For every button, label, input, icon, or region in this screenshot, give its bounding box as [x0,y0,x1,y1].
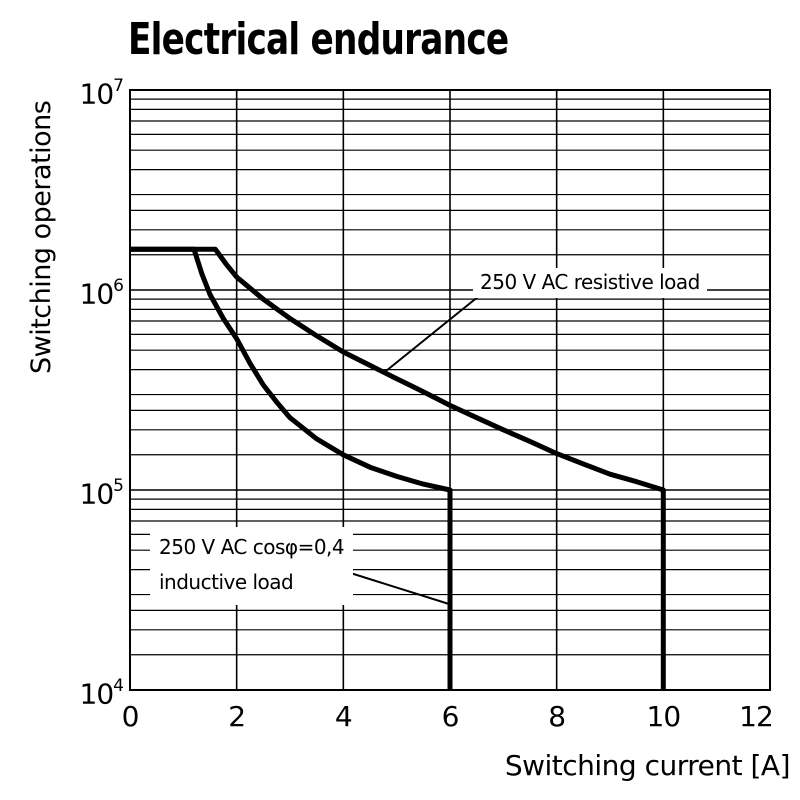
x-tick-label-10: 10 [646,700,682,733]
y-tick-exponent: 6 [113,276,124,296]
y-tick-label-10e5: 105 [0,470,124,512]
x-tick-label-6: 6 [441,700,460,733]
y-tick-label-10e4: 104 [0,670,124,712]
y-tick-base: 10 [79,77,115,111]
chart-title: Electrical endurance [128,14,509,65]
x-axis-title: Switching current [A] [504,749,791,782]
y-tick-base: 10 [79,277,115,311]
inductive-curve-label-line2: inductive load [159,570,294,594]
x-tick-label-4: 4 [334,700,353,733]
inductive-curve-label-line1: 250 V AC cosφ=0,4 [159,535,345,559]
y-tick-exponent: 4 [113,676,124,696]
resistive-load-curve [130,246,666,690]
y-tick-label-10e7: 107 [0,70,124,112]
x-tick-label-12: 12 [739,700,774,733]
y-tick-base: 10 [79,477,115,511]
resistive-curve-label: 250 V AC resistive load [473,268,707,298]
inductive-load-curve [130,246,453,690]
x-tick-label-2: 2 [228,700,246,733]
y-tick-label-10e6: 106 [0,270,124,312]
inductive-curve-label: 250 V AC cosφ=0,4 inductive load [150,527,354,605]
y-tick-exponent: 7 [113,76,124,96]
x-tick-label-0: 0 [121,700,140,733]
y-tick-base: 10 [79,677,115,711]
x-tick-label-8: 8 [548,700,566,733]
resistive-leader-line [385,295,480,372]
y-tick-exponent: 5 [113,476,124,496]
